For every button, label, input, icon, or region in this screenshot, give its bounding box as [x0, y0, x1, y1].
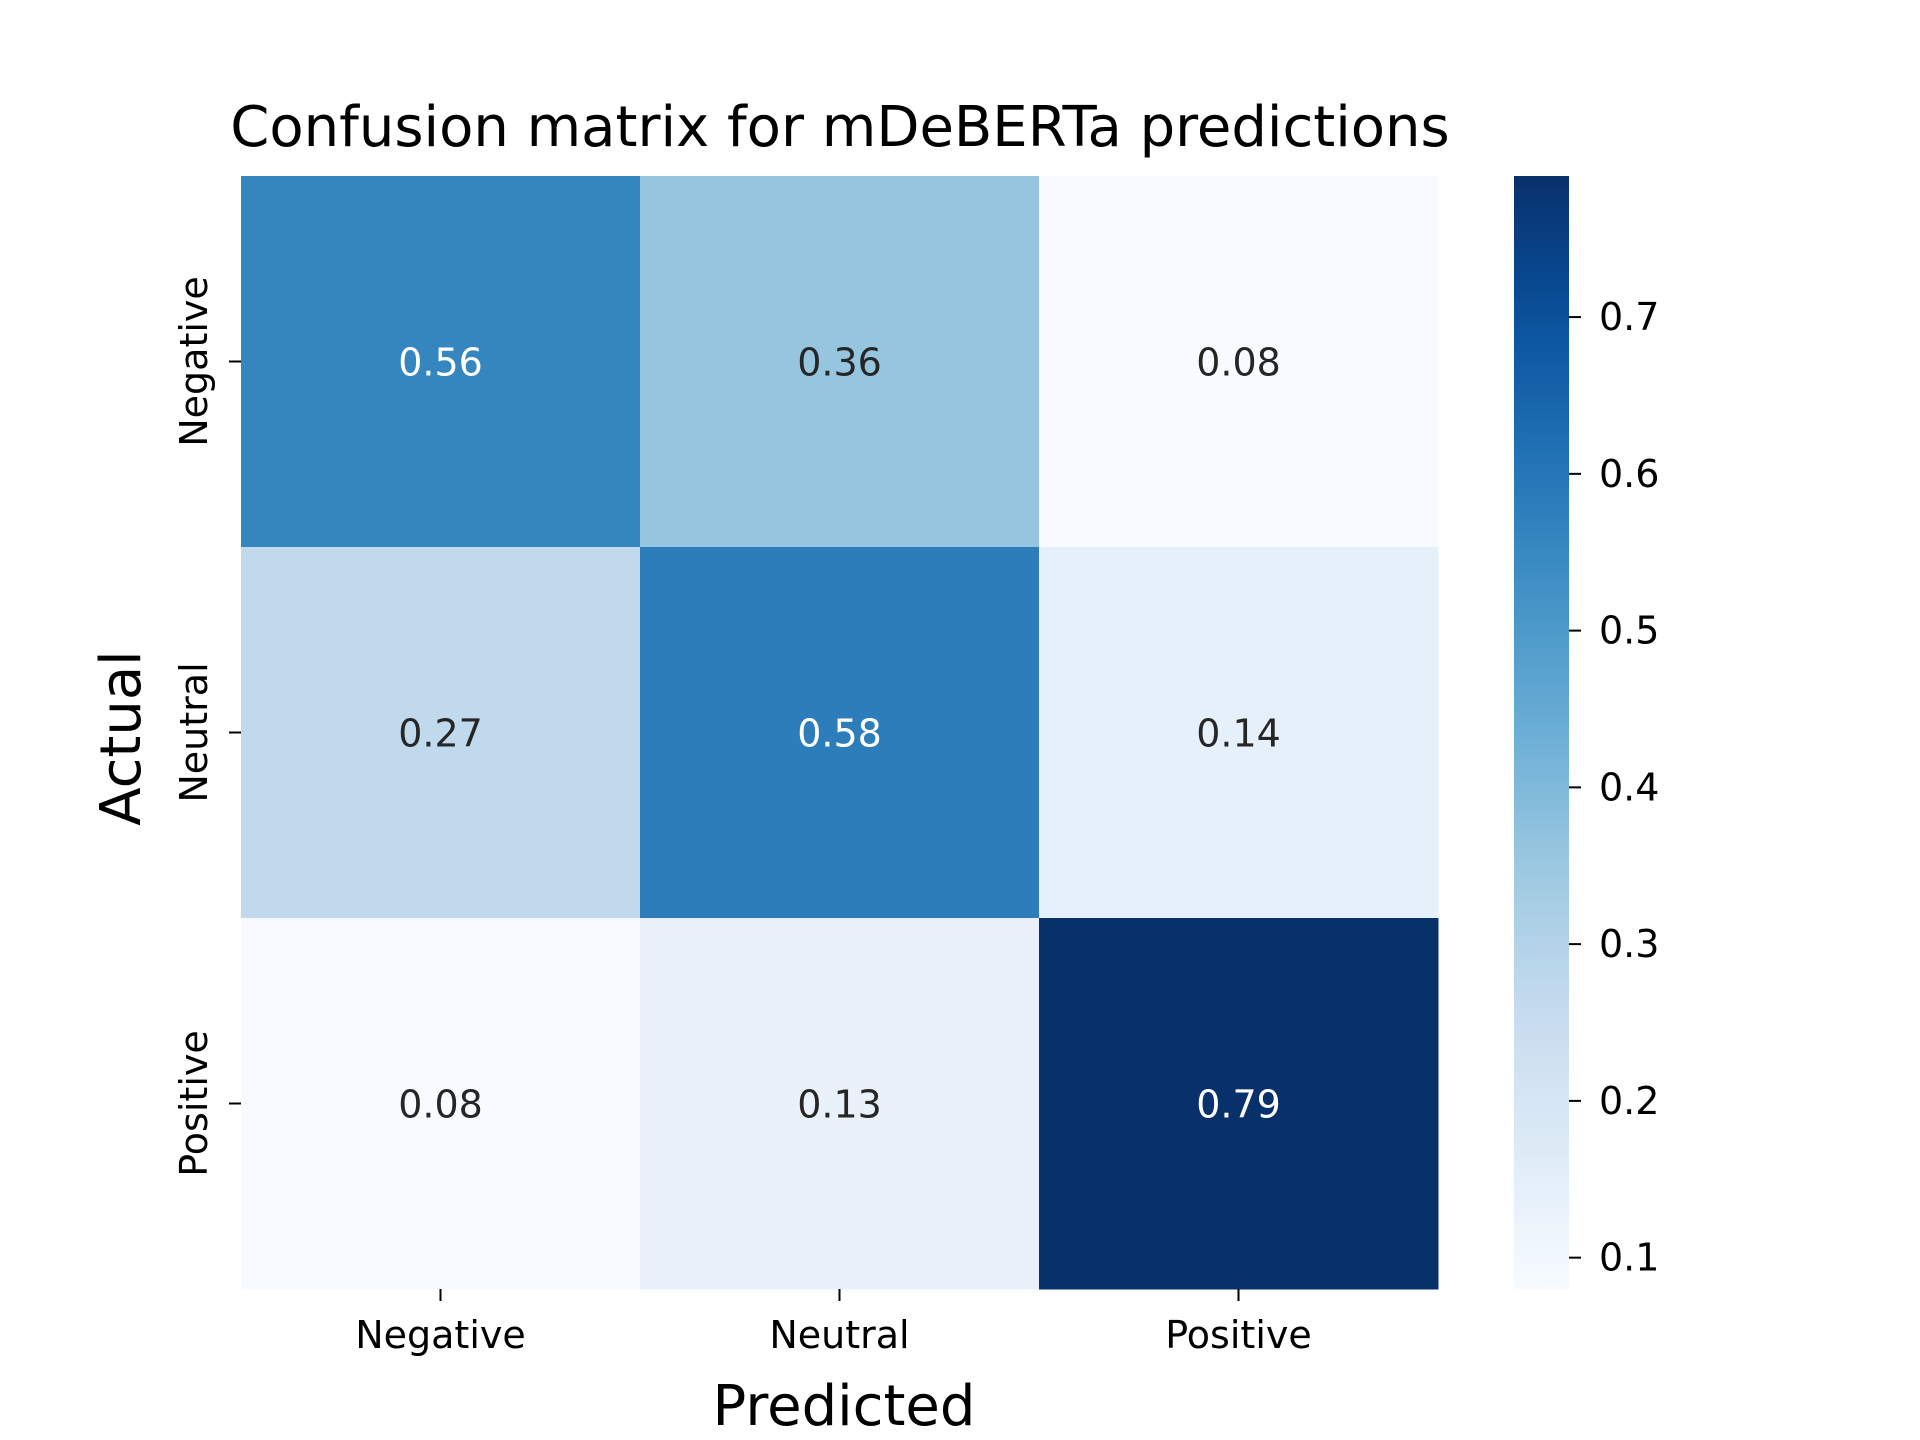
colorbar-tick-label: 0.4 [1599, 765, 1659, 809]
y-axis: Negative Neutral Positive [172, 276, 241, 1177]
chart-title: Confusion matrix for mDeBERTa prediction… [230, 95, 1449, 160]
heatmap-cell [241, 918, 641, 1290]
cell-value-label: 0.08 [398, 1083, 483, 1127]
cell-value-label: 0.08 [1196, 341, 1281, 385]
colorbar-tick-label: 0.2 [1599, 1079, 1659, 1123]
colorbar-tick-label: 0.3 [1599, 922, 1659, 966]
heatmap-cell [640, 918, 1040, 1290]
heatmap-cell [640, 547, 1040, 919]
colorbar-tick-label: 0.5 [1599, 609, 1659, 653]
heatmap-cell [1039, 176, 1439, 548]
colorbar: 0.1 0.2 0.3 0.4 0.5 0.6 0.7 [1514, 176, 1659, 1289]
cell-value-label: 0.79 [1196, 1083, 1281, 1127]
x-axis: Negative Neutral Positive [355, 1289, 1312, 1357]
cell-value-label: 0.27 [398, 712, 483, 756]
y-tick-label: Neutral [172, 662, 216, 802]
cell-value-label: 0.13 [797, 1083, 882, 1127]
y-axis-label: Actual [89, 650, 154, 825]
heatmap-cell [640, 176, 1040, 548]
colorbar-tick-label: 0.7 [1599, 295, 1659, 339]
heatmap: 0.56 0.36 0.08 0.27 0.58 0.14 0.08 0.13 0.79 [241, 176, 1439, 1290]
heatmap-cell [1039, 547, 1439, 919]
cell-value-label: 0.14 [1196, 712, 1281, 756]
x-axis-label: Predicted [713, 1374, 976, 1439]
x-tick-label: Negative [355, 1313, 526, 1357]
x-tick-label: Neutral [769, 1313, 909, 1357]
colorbar-gradient [1514, 176, 1569, 1289]
x-tick-label: Positive [1165, 1313, 1312, 1357]
cell-value-label: 0.56 [398, 341, 483, 385]
heatmap-cell [241, 547, 641, 919]
cell-value-label: 0.36 [797, 341, 882, 385]
colorbar-tick-label: 0.1 [1599, 1236, 1659, 1280]
y-tick-label: Negative [172, 276, 216, 447]
y-tick-label: Positive [172, 1030, 216, 1177]
heatmap-cell [1039, 918, 1439, 1290]
heatmap-cell [241, 176, 641, 548]
colorbar-tick-label: 0.6 [1599, 452, 1659, 496]
cell-value-label: 0.58 [797, 712, 882, 756]
